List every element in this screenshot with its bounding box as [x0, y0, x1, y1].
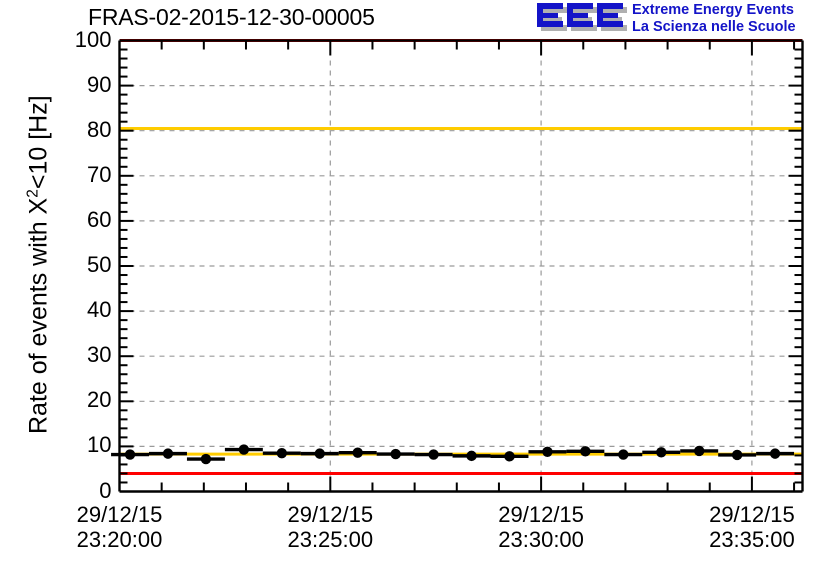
data-point-marker[interactable]: [656, 447, 667, 458]
data-point-marker[interactable]: [352, 447, 363, 458]
data-point-marker[interactable]: [390, 448, 401, 460]
eee-logo-text: Extreme Energy Events La Scienza nelle S…: [632, 2, 796, 36]
x-tick-label-date: 29/12/15: [287, 501, 374, 527]
x-tick-label: 29/12/15 23:20:00: [20, 502, 220, 552]
y-tick-label: 20: [87, 387, 112, 413]
eee-logo-line-2: La Scienza nelle Scuole: [632, 19, 796, 35]
y-tick-label: 50: [87, 252, 112, 277]
data-point-marker[interactable]: [276, 447, 288, 459]
data-point-marker[interactable]: [466, 450, 477, 462]
y-tick-label: 60: [87, 206, 112, 232]
data-point-marker[interactable]: [200, 453, 212, 465]
eee-logo-line-1: Extreme Energy Events: [632, 2, 794, 18]
eee-logo: Extreme Energy Events La Scienza nelle S…: [536, 2, 834, 38]
x-tick-label-date: 29/12/15: [709, 501, 795, 527]
eee-logo-mark: [537, 3, 627, 31]
y-tick-label: 70: [87, 161, 112, 187]
x-tick-label: 29/12/15 23:35:00: [652, 502, 836, 552]
data-point-marker[interactable]: [769, 448, 781, 459]
data-point-marker[interactable]: [314, 448, 325, 459]
x-tick-label-time: 23:20:00: [76, 526, 163, 552]
y-tick-label: 80: [87, 116, 112, 142]
x-tick-label-date: 29/12/15: [76, 501, 163, 527]
data-point-marker[interactable]: [238, 444, 250, 455]
y-tick-label: 10: [87, 432, 112, 458]
data-point-marker[interactable]: [124, 449, 136, 460]
x-tick-label: 29/12/15 23:30:00: [441, 502, 641, 552]
data-point-marker[interactable]: [618, 449, 629, 460]
y-tick-label: 100: [74, 26, 112, 52]
y-tick-label: 40: [87, 297, 112, 323]
x-tick-label: 29/12/15 23:25:00: [230, 502, 430, 552]
x-tick-label-time: 23:35:00: [709, 526, 795, 552]
data-point-marker[interactable]: [428, 449, 439, 460]
x-tick-label-time: 23:25:00: [287, 526, 374, 552]
y-tick-label: 90: [87, 71, 112, 97]
page-title: FRAS-02-2015-12-30-00005: [88, 4, 375, 30]
x-tick-label-time: 23:30:00: [498, 526, 584, 552]
y-tick-label: 30: [87, 342, 112, 368]
data-point-marker[interactable]: [580, 446, 591, 457]
data-point-marker[interactable]: [504, 451, 515, 462]
data-point-marker[interactable]: [162, 448, 174, 459]
data-point-marker[interactable]: [694, 445, 705, 457]
data-point-marker[interactable]: [731, 449, 743, 461]
x-tick-label-date: 29/12/15: [498, 501, 584, 527]
data-point-marker[interactable]: [542, 446, 553, 458]
y-tick-label: 0: [99, 477, 112, 503]
